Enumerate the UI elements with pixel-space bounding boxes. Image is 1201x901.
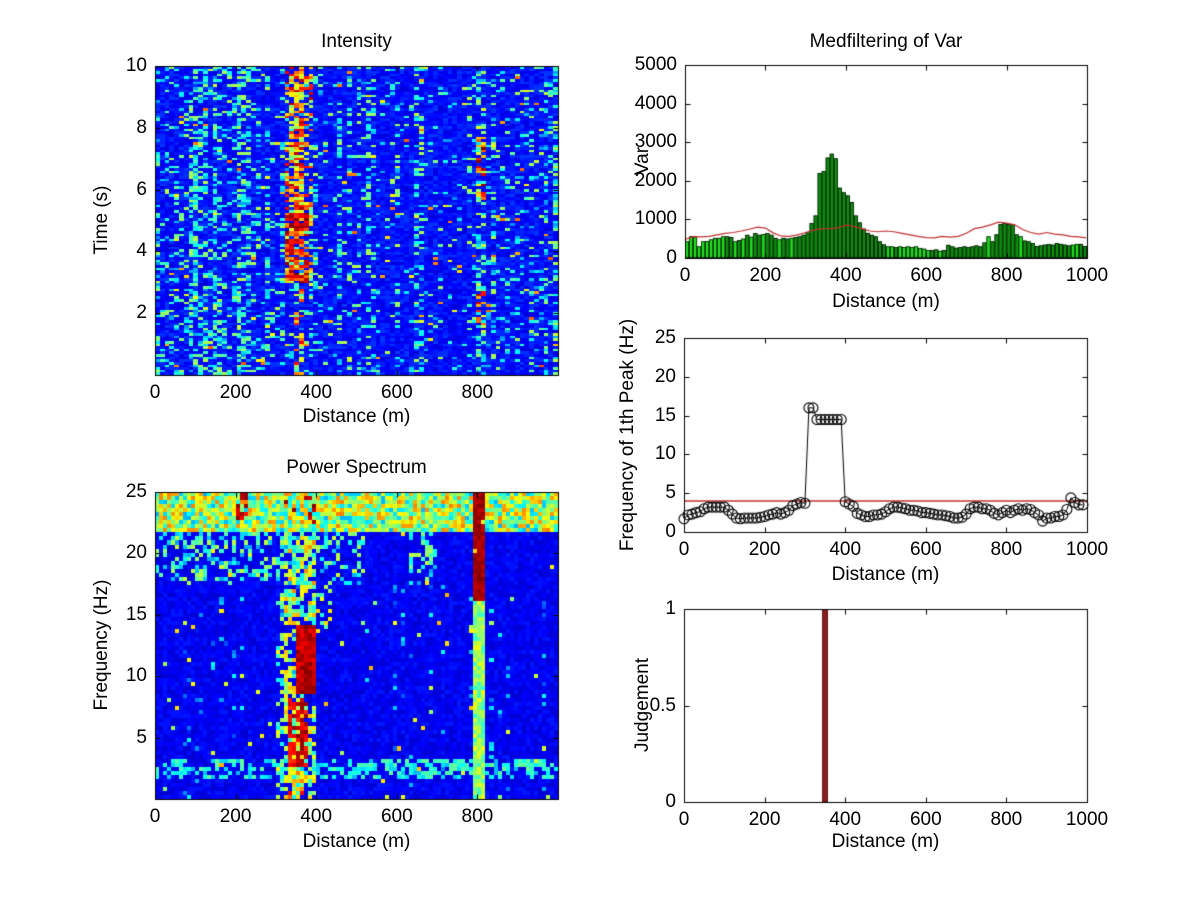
power-spectrum-ylabel: Frequency (Hz) bbox=[91, 579, 112, 711]
power-spectrum-ytick-label: 15 bbox=[125, 603, 147, 625]
peak-frequency-xtick-label: 400 bbox=[829, 539, 862, 560]
peak-frequency-ytick-label: 20 bbox=[654, 365, 676, 387]
medfiltering-ytick-label: 0 bbox=[666, 247, 677, 268]
intensity-ytick-label: 8 bbox=[136, 116, 147, 138]
intensity-xlabel: Distance (m) bbox=[302, 406, 411, 427]
medfiltering-ytick-label: 2000 bbox=[634, 169, 677, 191]
power-spectrum-xtick-label: 800 bbox=[461, 806, 494, 827]
peak-frequency-xtick-label: 200 bbox=[748, 539, 781, 560]
judgement-xtick-label: 1000 bbox=[1065, 809, 1109, 830]
intensity-ytick-label: 4 bbox=[136, 240, 147, 262]
peak-frequency-xtick-label: 600 bbox=[909, 539, 942, 560]
peak-frequency-ytick-label: 5 bbox=[665, 482, 676, 504]
medfiltering-xtick-label: 0 bbox=[679, 265, 691, 286]
judgement-xtick-label: 400 bbox=[829, 809, 862, 830]
medfiltering-ytick-label: 3000 bbox=[634, 131, 677, 153]
intensity-ytick-label: 2 bbox=[136, 302, 147, 324]
medfiltering-xtick-label: 1000 bbox=[1065, 265, 1109, 286]
medfiltering-xtick-label: 800 bbox=[990, 265, 1023, 286]
peak-frequency-ytick-label: 0 bbox=[665, 521, 676, 542]
judgement-ytick-label: 1 bbox=[665, 598, 676, 619]
medfiltering-xtick-label: 400 bbox=[829, 265, 862, 286]
judgement-xtick-label: 200 bbox=[748, 809, 781, 830]
intensity-xtick-label: 0 bbox=[149, 382, 161, 403]
peak-frequency-xtick-label: 800 bbox=[990, 539, 1023, 560]
peak-frequency-ytick-label: 25 bbox=[654, 327, 676, 348]
medfiltering-ytick-label: 4000 bbox=[634, 92, 677, 114]
judgement-xtick-label: 800 bbox=[990, 809, 1023, 830]
power-spectrum-ytick-label: 25 bbox=[125, 481, 147, 502]
intensity-xtick-label: 200 bbox=[219, 382, 252, 403]
judgement-ytick-label: 0 bbox=[665, 791, 676, 812]
medfiltering-xtick-label: 200 bbox=[749, 265, 782, 286]
medfiltering-xtick-label: 600 bbox=[910, 265, 943, 286]
peak-frequency-xtick-label: 0 bbox=[678, 539, 690, 560]
medfiltering-xlabel: Distance (m) bbox=[832, 291, 940, 312]
power-spectrum-xlabel: Distance (m) bbox=[302, 831, 411, 852]
peak-frequency-ytick-label: 15 bbox=[654, 404, 676, 426]
peak-frequency-xlabel: Distance (m) bbox=[831, 564, 940, 585]
power-spectrum-xtick-label: 200 bbox=[219, 806, 252, 827]
power-spectrum-ytick-label: 5 bbox=[136, 726, 147, 748]
medfiltering-ytick-label: 1000 bbox=[634, 208, 677, 230]
power-spectrum-xtick-label: 0 bbox=[149, 806, 161, 827]
peak-frequency-ylabel: Frequency of 1th Peak (Hz) bbox=[617, 318, 638, 552]
medfiltering-ytick-label: 5000 bbox=[634, 54, 677, 75]
intensity-ytick-label: 6 bbox=[136, 178, 147, 200]
intensity-xtick-label: 600 bbox=[380, 382, 413, 403]
judgement-ytick-label: 0.5 bbox=[649, 694, 676, 716]
intensity-title: Intensity bbox=[321, 31, 392, 52]
intensity-xtick-label: 400 bbox=[300, 382, 333, 403]
power-spectrum-xtick-label: 600 bbox=[380, 806, 413, 827]
intensity-ytick-label: 10 bbox=[125, 55, 147, 76]
power-spectrum-ytick-label: 10 bbox=[125, 665, 147, 687]
power-spectrum-ytick-label: 20 bbox=[125, 542, 147, 564]
peak-frequency-xtick-label: 1000 bbox=[1065, 539, 1109, 560]
power-spectrum-xtick-label: 400 bbox=[300, 806, 333, 827]
judgement-xtick-label: 600 bbox=[909, 809, 942, 830]
peak-frequency-ytick-label: 10 bbox=[654, 443, 676, 465]
power-spectrum-title: Power Spectrum bbox=[286, 457, 427, 478]
judgement-xlabel: Distance (m) bbox=[831, 831, 940, 852]
judgement-xtick-label: 0 bbox=[678, 809, 690, 830]
medfiltering-title: Medfiltering of Var bbox=[809, 31, 963, 52]
intensity-xtick-label: 800 bbox=[461, 382, 494, 403]
